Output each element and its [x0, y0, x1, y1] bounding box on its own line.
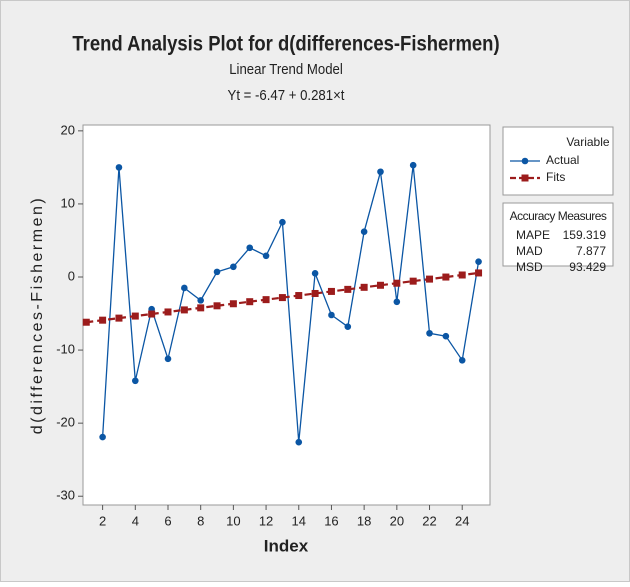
legend-label: Actual [546, 153, 579, 167]
data-point [131, 312, 139, 320]
y-tick-label: -30 [56, 488, 75, 503]
data-point [426, 329, 433, 337]
data-point [360, 228, 368, 235]
legend-label: Fits [546, 170, 565, 184]
chart-title: Trend Analysis Plot for d(differences-Fi… [72, 32, 499, 55]
accuracy-box [502, 202, 614, 267]
x-tick-label: 14 [292, 513, 306, 528]
x-axis-label: Index [264, 536, 309, 555]
data-point [295, 438, 303, 446]
data-point [164, 355, 172, 363]
data-point [229, 300, 237, 308]
data-point [164, 308, 172, 316]
accuracy-value: 159.319 [563, 228, 607, 242]
y-tick-label: 10 [61, 195, 75, 210]
data-point [82, 318, 90, 326]
data-point [295, 292, 303, 300]
y-tick-label: -10 [56, 342, 75, 357]
accuracy-title: Accuracy Measures [510, 209, 607, 223]
data-point [409, 161, 417, 169]
data-point [344, 323, 352, 330]
data-point [262, 296, 270, 304]
data-point [197, 304, 205, 312]
data-point [327, 287, 335, 295]
data-point [393, 298, 401, 306]
data-point [148, 310, 156, 318]
x-tick-label: 4 [132, 513, 139, 528]
x-tick-label: 22 [422, 513, 436, 528]
x-tick-label: 18 [357, 513, 371, 528]
accuracy-value: 7.877 [576, 244, 606, 258]
data-point [213, 268, 221, 276]
x-tick-label: 16 [324, 513, 338, 528]
data-point [311, 289, 319, 297]
data-point [377, 168, 384, 176]
data-point [132, 377, 139, 385]
y-tick-label: 20 [61, 122, 75, 137]
x-tick-label: 10 [226, 513, 240, 528]
accuracy-value: 93.429 [569, 260, 606, 274]
data-point [458, 271, 466, 279]
legend-marker [521, 157, 529, 165]
data-point [230, 263, 237, 271]
data-point [246, 244, 254, 252]
data-point [442, 273, 450, 281]
data-point [344, 285, 352, 293]
data-point [278, 294, 286, 302]
data-point [213, 302, 221, 310]
data-point [181, 284, 188, 292]
data-point [180, 306, 188, 314]
x-tick-label: 6 [164, 513, 171, 528]
data-point [426, 275, 434, 283]
data-point [328, 311, 335, 319]
data-point [360, 283, 368, 291]
data-point [197, 297, 204, 304]
y-tick-label: 0 [68, 268, 75, 283]
chart-subtitle: Linear Trend Model [229, 60, 343, 77]
data-point [393, 279, 401, 287]
y-axis-label: d(differences-Fishermen) [29, 196, 46, 434]
accuracy-label: MAD [516, 244, 543, 258]
accuracy-label: MAPE [516, 228, 550, 242]
x-tick-label: 2 [99, 513, 106, 528]
x-tick-label: 8 [197, 513, 204, 528]
legend-title: Variable [566, 135, 609, 149]
data-point [99, 433, 106, 441]
data-point [376, 281, 384, 289]
data-point [442, 332, 450, 340]
y-tick-label: -20 [56, 415, 75, 430]
data-point [409, 277, 417, 285]
legend-marker [521, 174, 529, 182]
series-line [101, 165, 480, 443]
x-tick-label: 24 [455, 513, 469, 528]
data-point [246, 298, 254, 306]
data-point [311, 270, 319, 277]
data-point [475, 258, 482, 265]
data-point [99, 316, 107, 324]
accuracy-label: MSD [516, 260, 543, 274]
data-point [115, 164, 123, 171]
x-tick-label: 20 [390, 513, 404, 528]
data-point [458, 357, 466, 364]
data-point [475, 269, 483, 277]
x-tick-label: 12 [259, 513, 273, 528]
data-point [115, 314, 123, 322]
data-point [279, 218, 286, 226]
trend-equation: Yt = -6.47 + 0.281×t [228, 86, 345, 103]
data-point [262, 252, 270, 260]
